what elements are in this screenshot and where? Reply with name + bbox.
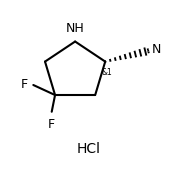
Text: N: N <box>152 43 161 56</box>
Text: &1: &1 <box>102 68 113 77</box>
Text: HCl: HCl <box>76 142 101 156</box>
Text: F: F <box>48 118 55 131</box>
Text: NH: NH <box>66 22 84 35</box>
Text: F: F <box>21 79 28 91</box>
